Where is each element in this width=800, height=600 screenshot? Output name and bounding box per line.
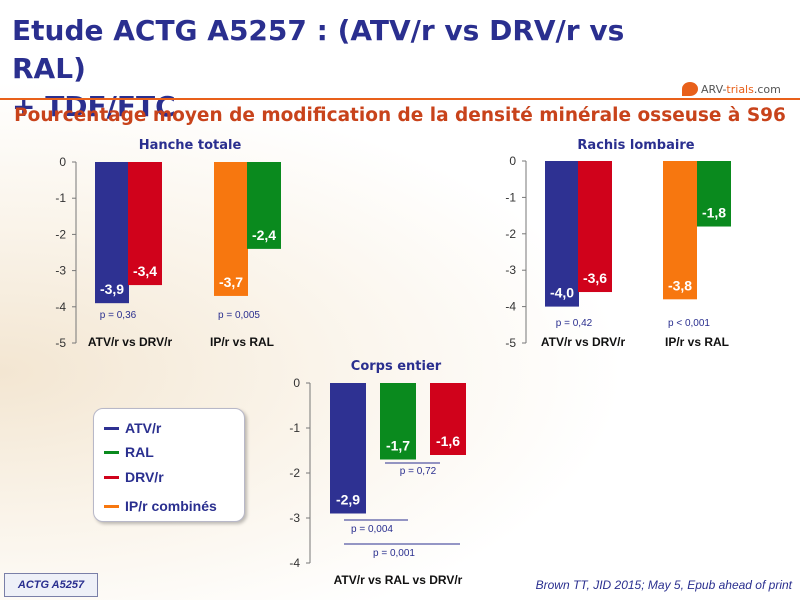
chart-corps-entier-bar-drv-r-2 <box>430 383 466 455</box>
chart-hanche-totale-tick-label-1: -1 <box>55 191 66 205</box>
chart-corps-entier-x-label: ATV/r vs RAL vs DRV/r <box>334 573 463 587</box>
chart-corps-entier-data-label-atv-r-0: -2,9 <box>336 492 360 508</box>
chart-rachis-lombaire-bar-ip-r-combin-s-1-0 <box>663 161 697 300</box>
chart-rachis-lombaire-tick-label-2: -2 <box>505 227 516 241</box>
chart-hanche-totale-bar-ip-r-combin-s-1-0 <box>214 162 248 296</box>
chart-corps-entier-bar-atv-r-0 <box>330 383 366 514</box>
chart-hanche-totale-tick-label-3: -3 <box>55 264 66 278</box>
legend-swatch-ipr <box>104 504 119 508</box>
chart-corps-entier-data-label-ral-1: -1,7 <box>386 438 410 454</box>
chart-corps-entier-comparison-pvalue-0: p = 0,72 <box>400 466 437 477</box>
chart-rachis-lombaire-pvalue-1: p < 0,001 <box>668 318 710 329</box>
chart-corps-entier-comparison-pvalue-1: p = 0,004 <box>351 524 393 535</box>
chart-corps-entier-tick-label-4: -4 <box>289 556 300 570</box>
chart-rachis-lombaire-tick-label-1: -1 <box>505 190 516 204</box>
chart-rachis-lombaire-data-label-ip-r-combin-s-1-0: -3,8 <box>668 277 692 293</box>
chart-hanche-totale-data-label-drv-r-0-1: -3,4 <box>133 263 157 279</box>
chart-corps-entier-tick-label-1: -1 <box>289 421 300 435</box>
chart-hanche-totale-title: Hanche totale <box>139 138 242 153</box>
title-divider <box>0 98 800 100</box>
legend-label-ral: RAL <box>125 444 154 460</box>
chart-rachis-lombaire-pvalue-0: p = 0,42 <box>556 318 593 329</box>
legend-label-drv: DRV/r <box>125 469 164 485</box>
chart-hanche-totale-group-label-0: ATV/r vs DRV/r <box>88 335 173 349</box>
chart-rachis-lombaire-tick-label-5: -5 <box>505 336 516 350</box>
slide-subtitle: Pourcentage moyen de modification de la … <box>14 105 786 126</box>
chart-rachis-lombaire-group-label-1: IP/r vs RAL <box>665 335 729 349</box>
chart-hanche-totale-data-label-ip-r-combin-s-1-0: -3,7 <box>219 274 243 290</box>
chart-corps-entier-tick-label-0: 0 <box>293 376 300 390</box>
chart-rachis-lombaire-bar-atv-r-0-0 <box>545 161 579 307</box>
title-line-1: Etude ACTG A5257 : (ATV/r vs DRV/r vs RA… <box>12 14 625 85</box>
legend-item-atv: ATV/r <box>104 418 161 438</box>
chart-hanche-totale-tick-label-2: -2 <box>55 227 66 241</box>
chart-corps-entier-tick-label-3: -3 <box>289 511 300 525</box>
chart-hanche-totale-tick-label-4: -4 <box>55 300 66 314</box>
chart-hanche-totale-bar-atv-r-0-0 <box>95 162 129 304</box>
citation: Brown TT, JID 2015; May 5, Epub ahead of… <box>535 578 792 592</box>
chart-hanche-totale-group-label-1: IP/r vs RAL <box>210 335 274 349</box>
chart-rachis-lombaire-bar-ral-1-1 <box>697 161 731 227</box>
chart-hanche-totale-data-label-ral-1-1: -2,4 <box>252 227 276 243</box>
arv-trials-logo: ARV-trials.com <box>682 80 781 98</box>
chart-hanche-totale-pvalue-1: p = 0,005 <box>218 310 260 321</box>
chart-corps-entier-comparison-pvalue-2: p = 0,001 <box>373 548 415 559</box>
chart-hanche-totale-tick-label-5: -5 <box>55 336 66 350</box>
chart-rachis-lombaire-tick-label-4: -4 <box>505 300 516 314</box>
chart-corps-entier-bar-ral-1 <box>380 383 416 460</box>
chart-rachis-lombaire-tick-label-0: 0 <box>509 154 516 168</box>
chart-hanche-totale-data-label-atv-r-0-0: -3,9 <box>100 281 124 297</box>
title-line-2: + TDF/FTC <box>12 90 176 123</box>
chart-hanche-totale-bar-drv-r-0-1 <box>128 162 162 286</box>
chart-hanche-totale-bar-ral-1-1 <box>247 162 281 249</box>
legend-item-drv: DRV/r <box>104 467 164 487</box>
logo-icon <box>682 82 698 96</box>
legend-swatch-drv <box>104 475 119 479</box>
legend: ATV/r RAL DRV/r IP/r combinés <box>93 408 245 522</box>
chart-rachis-lombaire-data-label-drv-r-0-1: -3,6 <box>583 270 607 286</box>
logo-text: ARV-trials.com <box>701 82 781 96</box>
chart-rachis-lombaire-tick-label-3: -3 <box>505 263 516 277</box>
chart-rachis-lombaire-group-label-0: ATV/r vs DRV/r <box>541 335 626 349</box>
legend-label-atv: ATV/r <box>125 420 162 436</box>
chart-corps-entier-title: Corps entier <box>351 359 442 374</box>
legend-swatch-atv <box>104 426 119 430</box>
legend-item-ipr: IP/r combinés <box>104 496 217 516</box>
chart-rachis-lombaire-title: Rachis lombaire <box>577 138 694 153</box>
slide-title: Etude ACTG A5257 : (ATV/r vs DRV/r vs RA… <box>12 12 652 126</box>
chart-hanche-totale-tick-label-0: 0 <box>59 155 66 169</box>
study-badge: ACTG A5257 <box>4 573 98 597</box>
legend-item-ral: RAL <box>104 442 154 462</box>
chart-rachis-lombaire-data-label-ral-1-1: -1,8 <box>702 205 726 221</box>
legend-label-ipr: IP/r combinés <box>125 498 217 514</box>
chart-hanche-totale-pvalue-0: p = 0,36 <box>100 310 137 321</box>
chart-rachis-lombaire-bar-drv-r-0-1 <box>578 161 612 293</box>
chart-rachis-lombaire-data-label-atv-r-0-0: -4,0 <box>550 285 574 301</box>
chart-corps-entier-data-label-drv-r-2: -1,6 <box>436 433 460 449</box>
chart-corps-entier-tick-label-2: -2 <box>289 466 300 480</box>
legend-swatch-ral <box>104 450 119 454</box>
